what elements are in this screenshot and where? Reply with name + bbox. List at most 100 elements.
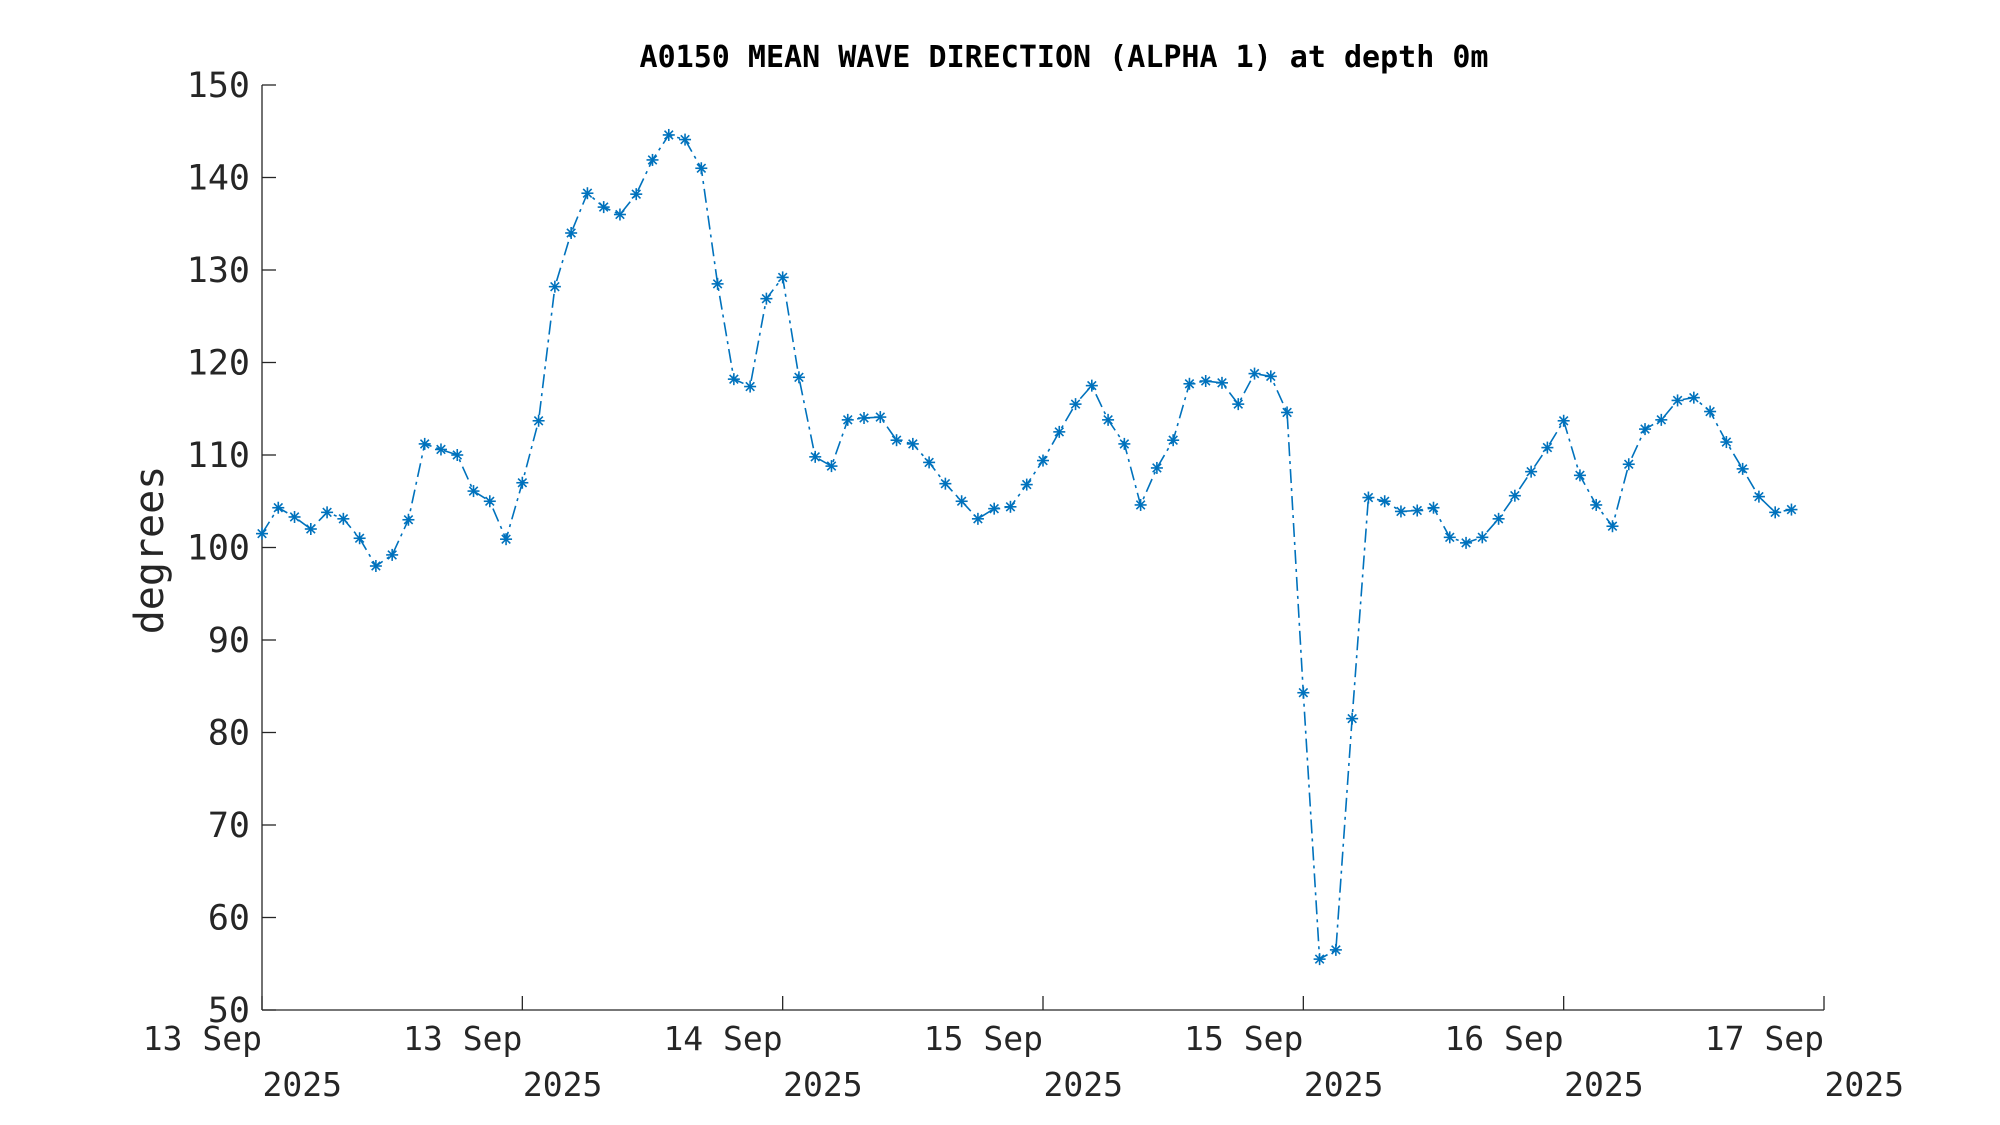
data-point [1232,398,1245,411]
axes [261,85,1824,1011]
x-tick-label-year: 2025 [523,1065,602,1104]
data-point [776,271,789,284]
data-point [809,450,822,463]
x-tick-label-year: 2025 [1564,1065,1643,1104]
data-point [434,443,447,456]
data-point [955,495,968,508]
data-point [1655,413,1668,426]
data-point [1427,501,1440,514]
data-point [1102,413,1115,426]
data-point [760,292,773,305]
data-point [1443,531,1456,544]
y-tick-label: 50 [208,991,250,1031]
data-point [1281,406,1294,419]
data-point [1606,520,1619,533]
data-point [939,477,952,490]
data-point [1199,375,1212,387]
data-point [1004,500,1017,513]
data-point [1508,489,1521,502]
plot-area [256,128,1798,966]
x-tick-label-date: 15 Sep [1184,1019,1303,1058]
data-point [548,280,561,293]
data-point [402,513,415,526]
data-point [1167,434,1180,447]
x-tick-label-date: 13 Sep [403,1019,522,1058]
data-point [1020,478,1033,491]
data-point [1037,454,1049,467]
data-point [1215,376,1228,389]
y-tick-label: 110 [187,436,250,476]
data-point [288,510,301,523]
data-point [695,162,708,175]
data-point [613,208,626,221]
data-point [500,533,513,546]
y-tick-label: 120 [187,344,250,384]
data-point [1053,425,1066,438]
data-point [841,413,854,426]
data-point [1687,391,1700,404]
data-point [1590,498,1603,511]
data-point [1460,536,1473,549]
data-point [418,437,431,450]
data-point [1118,437,1131,450]
data-point [874,411,887,424]
data-point [1671,394,1684,407]
data-point [1378,495,1391,508]
x-tick-label-date: 15 Sep [924,1019,1043,1058]
data-point [581,187,594,200]
data-point [1297,686,1310,699]
data-point [711,277,724,290]
data-point [1264,370,1277,383]
data-point [1150,461,1163,474]
x-tick-label-year: 2025 [1304,1065,1383,1104]
data-point [532,414,545,427]
y-tick-label: 140 [187,159,250,199]
data-point [1736,462,1749,475]
x-tick-label-date: 16 Sep [1444,1019,1563,1058]
data-point [1622,458,1635,471]
data-point [304,523,317,535]
data-point [1476,531,1489,544]
series-line [261,134,1792,961]
data-point [1720,436,1733,449]
data-point [1362,491,1375,504]
data-point [1394,505,1407,518]
data-point [516,476,529,489]
y-tick-label: 90 [208,621,250,661]
data-point [1329,943,1342,956]
data-point [467,485,480,498]
data-point [1525,465,1538,478]
data-point [1752,490,1765,503]
data-point [256,527,268,540]
data-point [272,501,285,514]
x-tick-label-year: 2025 [783,1065,862,1104]
data-point [858,412,871,424]
data-point [662,128,675,141]
y-tick-label: 60 [208,899,250,939]
y-tick-label: 80 [208,714,250,754]
data-point [744,380,757,393]
data-point [1411,504,1424,517]
chart-title: A0150 MEAN WAVE DIRECTION (ALPHA 1) at d… [640,40,1489,75]
data-point [1183,377,1196,390]
data-point [321,506,334,519]
data-point [727,373,740,386]
x-tick-label-date: 14 Sep [663,1019,782,1058]
data-point [1573,469,1586,482]
data-point [1785,503,1798,516]
data-point [565,227,578,239]
data-point [923,456,936,469]
y-axis-label: degrees [127,466,173,635]
y-tick-label: 130 [187,251,250,291]
data-point [630,188,643,201]
y-tick-label: 150 [187,66,250,106]
data-point [386,548,399,561]
data-point [483,495,496,508]
data-point [1313,953,1326,966]
y-axis-ticks: 50 60 70 80 90 100 110 120 130 140 150 [187,66,276,1031]
data-point [646,153,659,166]
data-point [369,560,382,572]
x-tick-label-year: 2025 [1825,1065,1904,1104]
data-point [1085,379,1098,392]
